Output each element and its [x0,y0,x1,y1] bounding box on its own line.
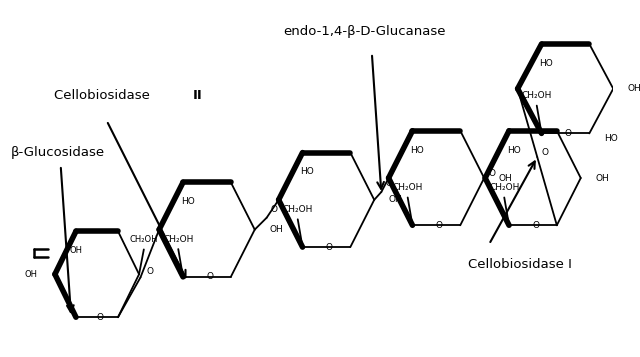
Text: Cellobiosidase: Cellobiosidase [54,89,154,102]
Text: OH: OH [595,174,609,182]
Text: O: O [532,221,540,230]
Text: endo-1,4-β-D-Glucanase: endo-1,4-β-D-Glucanase [283,25,445,37]
Text: HO: HO [604,134,618,143]
Text: O: O [385,180,392,188]
Text: HO: HO [540,59,553,68]
Text: OH: OH [388,195,403,204]
Text: O: O [206,272,213,281]
Text: HO: HO [410,146,424,155]
Text: OH: OH [25,270,38,279]
Text: O: O [541,147,548,156]
Text: CH₂OH: CH₂OH [489,183,520,192]
Text: CH₂OH: CH₂OH [163,235,193,244]
Text: HO: HO [507,146,521,155]
Text: CH₂OH: CH₂OH [392,183,423,192]
Text: II: II [193,89,202,102]
Text: HO: HO [181,197,195,206]
Text: HO: HO [300,167,314,176]
Text: O: O [271,205,278,214]
Text: CH₂OH: CH₂OH [283,205,313,214]
Text: O: O [326,243,333,252]
Text: β-Glucosidase: β-Glucosidase [11,146,105,159]
Text: O: O [97,313,103,322]
Text: OH: OH [70,246,83,255]
Text: OH: OH [269,225,283,234]
Text: O: O [565,129,572,138]
Text: CH₂OH: CH₂OH [129,235,158,244]
Text: CH₂OH: CH₂OH [522,91,552,100]
Text: OH: OH [499,174,512,182]
Text: OH: OH [628,84,640,93]
Text: O: O [489,169,496,177]
Text: O: O [436,221,443,230]
Text: O: O [147,267,154,276]
Text: Cellobiosidase I: Cellobiosidase I [468,258,572,271]
